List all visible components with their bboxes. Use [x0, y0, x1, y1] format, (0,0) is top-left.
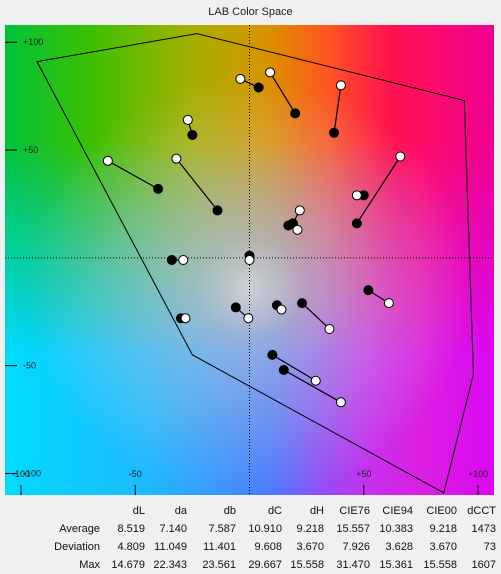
y-tick-label: -50: [23, 361, 36, 371]
chart-title: LAB Color Space: [208, 6, 293, 18]
stats-cell: 11.049: [154, 541, 187, 553]
error-link: [356, 156, 401, 224]
stats-cell: 22.343: [153, 559, 187, 571]
measured-point: [278, 364, 289, 375]
target-point: [335, 397, 346, 408]
x-tick-label: +100: [468, 469, 488, 479]
target-point: [235, 73, 246, 84]
y-tick-label: +50: [23, 145, 38, 155]
target-point: [244, 255, 255, 265]
stats-row-label: Average: [59, 523, 100, 535]
stats-cell: 14.679: [111, 559, 145, 571]
error-link: [107, 160, 159, 190]
stats-cell: 15.361: [379, 559, 413, 571]
stats-cell: 1473: [471, 523, 496, 535]
stats-cell: 31.470: [336, 559, 370, 571]
stats-column-header: db: [223, 505, 236, 517]
target-point: [102, 155, 113, 166]
measured-point: [212, 205, 223, 216]
stats-column-header: da: [174, 505, 187, 517]
target-point: [383, 298, 394, 309]
target-point: [182, 114, 193, 125]
measured-point: [351, 218, 362, 229]
stats-column-header: CIE76: [339, 505, 370, 517]
error-link: [272, 354, 317, 382]
measured-point: [230, 302, 241, 313]
measured-point: [363, 285, 374, 296]
stats-column-header: CIE94: [382, 505, 413, 517]
target-point: [265, 67, 276, 78]
target-point: [178, 255, 189, 265]
measured-point: [166, 255, 177, 265]
stats-cell: 11.401: [203, 541, 236, 553]
measured-point: [290, 108, 301, 119]
stats-cell: 10.383: [379, 523, 413, 535]
stats-cell: 15.558: [290, 559, 324, 571]
stats-cell: 8.519: [117, 523, 145, 535]
stats-row-label: Max: [79, 559, 100, 571]
target-point: [180, 313, 191, 324]
target-point: [351, 190, 362, 201]
stats-cell: 10.910: [248, 523, 282, 535]
plot-background: [5, 25, 494, 495]
stats-cell: 23.561: [202, 559, 236, 571]
x-tick-label: -100: [12, 469, 30, 479]
stats-row-label: Deviation: [54, 541, 100, 553]
stats-cell: 3.670: [296, 541, 324, 553]
measured-point: [297, 298, 308, 309]
stats-cell: 15.557: [336, 523, 370, 535]
measured-point: [153, 183, 164, 194]
x-tick-label: +50: [356, 469, 371, 479]
target-point: [310, 375, 321, 386]
error-link: [333, 85, 342, 133]
error-link: [175, 158, 218, 211]
stats-table: dL da db dC dH CIE76 CIE94 CIE00 dCCT Average 8.51…: [0, 500, 501, 574]
stats-cell: 7.926: [342, 541, 370, 553]
target-point: [171, 153, 182, 164]
target-point: [395, 151, 406, 162]
target-point: [276, 304, 287, 315]
measured-point: [329, 127, 340, 138]
error-link: [269, 72, 296, 114]
stats-column-header: dC: [267, 505, 282, 517]
stats-cell: 9.608: [254, 541, 282, 553]
stats-cell: 7.140: [159, 523, 187, 535]
stats-cell: 7.587: [208, 523, 236, 535]
target-point: [324, 323, 335, 334]
measured-point: [267, 349, 278, 360]
gamut-outline: [36, 33, 474, 494]
points-layer: [102, 67, 406, 408]
stats-column-header: dH: [309, 505, 324, 517]
error-link: [283, 369, 342, 403]
gamut-layer: [36, 33, 474, 494]
measured-point: [187, 129, 198, 140]
error-link: [301, 302, 330, 330]
stats-cell: 73: [483, 541, 496, 553]
measured-point: [253, 82, 264, 93]
stats-cell: 1607: [471, 559, 496, 571]
stats-cell: 29.667: [248, 559, 282, 571]
stats-column-header: dCCT: [467, 505, 496, 517]
lab-chart: -100 -50 +50 +100 +100 +50 -50 -100: [5, 25, 494, 495]
stats-column-header: CIE00: [426, 505, 457, 517]
y-tick-label: -100: [23, 468, 41, 478]
stats-cell: 3.670: [429, 541, 457, 553]
stats-cell: 9.218: [429, 523, 457, 535]
stats-cell: 15.558: [423, 559, 457, 571]
x-tick-label: -50: [129, 469, 142, 479]
target-point: [243, 313, 254, 324]
target-point: [294, 205, 305, 216]
stats-cell: 9.218: [296, 523, 324, 535]
y-tick-label: +100: [23, 37, 43, 47]
target-point: [292, 224, 303, 235]
stats-cell: 3.628: [385, 541, 413, 553]
target-point: [335, 80, 346, 91]
stats-column-header: dL: [132, 505, 145, 517]
stats-cell: 4.809: [117, 541, 145, 553]
